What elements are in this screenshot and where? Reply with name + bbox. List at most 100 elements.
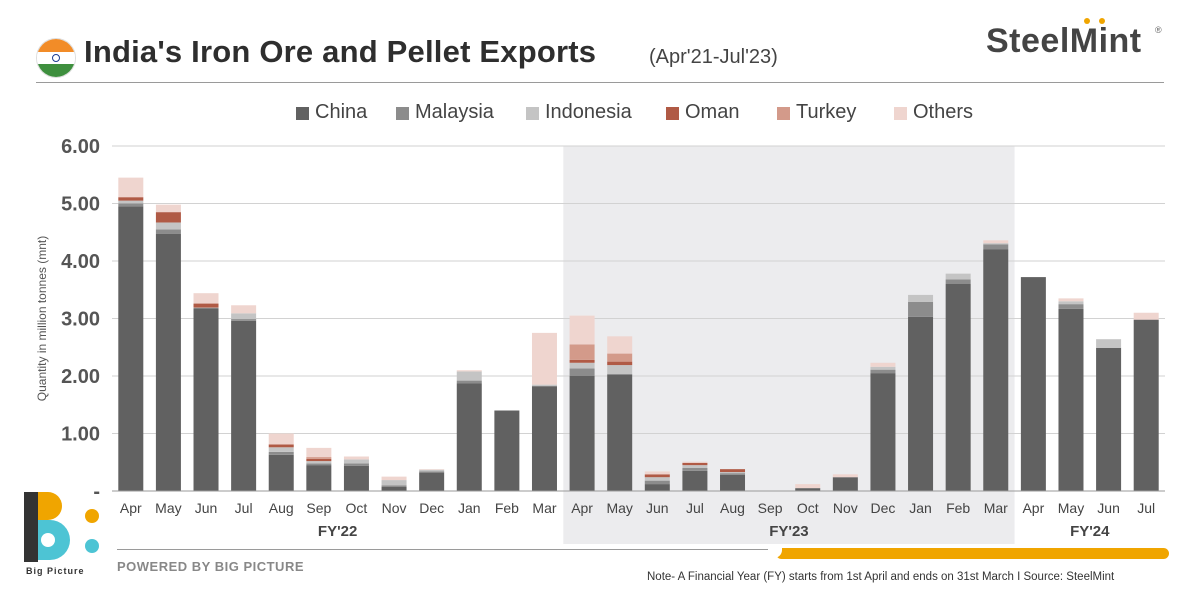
bar-segment-china bbox=[720, 474, 746, 491]
bar-segment-china bbox=[419, 472, 445, 491]
x-tick-label: Dec bbox=[870, 500, 895, 516]
bar-segment-malaysia bbox=[456, 380, 482, 384]
bar-segment-indonesia bbox=[231, 313, 257, 320]
bar-segment-china bbox=[1133, 319, 1159, 491]
bar-segment-others bbox=[1058, 298, 1084, 302]
legend-label: Oman bbox=[685, 101, 740, 123]
bar-segment-others bbox=[682, 461, 708, 463]
bar-segment-indonesia bbox=[644, 477, 670, 481]
x-tick-label: Feb bbox=[946, 500, 970, 516]
x-tick-label: Sep bbox=[758, 500, 783, 516]
bar-segment-malaysia bbox=[983, 244, 1009, 250]
x-tick-label: May bbox=[606, 500, 632, 516]
logo-dot bbox=[1099, 18, 1105, 24]
bar-segment-malaysia bbox=[268, 451, 294, 455]
bar-segment-oman bbox=[682, 462, 708, 466]
bar-segment-others bbox=[644, 471, 670, 475]
bar-segment-others bbox=[268, 433, 294, 445]
bar-segment-china bbox=[832, 477, 858, 491]
x-tick-label: Mar bbox=[984, 500, 1008, 516]
bar-segment-malaysia bbox=[381, 485, 407, 487]
bar-segment-malaysia bbox=[569, 368, 595, 376]
x-tick-label: Apr bbox=[120, 500, 142, 516]
bar-segment-malaysia bbox=[343, 463, 369, 466]
fy-shade-band bbox=[563, 146, 1015, 544]
legend-swatch bbox=[296, 107, 309, 120]
legend-label: Indonesia bbox=[545, 101, 632, 123]
bar-segment-others bbox=[193, 293, 219, 304]
bar-segment-china bbox=[306, 465, 332, 491]
legend-label: Others bbox=[913, 101, 974, 123]
x-tick-label: Dec bbox=[419, 500, 444, 516]
logo-dot bbox=[1084, 18, 1090, 24]
bar-segment-others bbox=[569, 315, 595, 345]
bar-segment-china bbox=[231, 320, 257, 491]
x-tick-label: Mar bbox=[532, 500, 556, 516]
bar-segment-indonesia bbox=[569, 362, 595, 369]
steelmint-logo: SteelMint bbox=[986, 22, 1142, 60]
bar-segment-oman bbox=[155, 212, 181, 223]
fy-group-label: FY'24 bbox=[1070, 523, 1110, 540]
bar-segment-turkey bbox=[607, 353, 633, 362]
title-divider bbox=[36, 82, 1164, 83]
bar-segment-indonesia bbox=[531, 384, 557, 386]
x-tick-label: Aug bbox=[720, 500, 745, 516]
bar-segment-oman bbox=[644, 474, 670, 478]
x-tick-label: Oct bbox=[797, 500, 819, 516]
bar-segment-turkey bbox=[569, 344, 595, 360]
bar-segment-china bbox=[343, 465, 369, 491]
bar-segment-malaysia bbox=[945, 279, 971, 284]
x-tick-label: Nov bbox=[833, 500, 858, 516]
x-tick-label: Apr bbox=[571, 500, 593, 516]
bar-segment-china bbox=[607, 374, 633, 491]
footer-divider bbox=[117, 549, 777, 550]
bar-segment-others bbox=[1133, 312, 1159, 320]
footer-accent-bar bbox=[776, 548, 1169, 559]
bar-segment-others bbox=[983, 240, 1009, 244]
bar-segment-indonesia bbox=[1058, 301, 1084, 305]
powered-by: POWERED BY BIG PICTURE bbox=[117, 559, 305, 574]
bar-segment-china bbox=[155, 233, 181, 491]
bar-segment-indonesia bbox=[306, 461, 332, 464]
bar-segment-indonesia bbox=[945, 273, 971, 280]
bar-segment-turkey bbox=[306, 457, 332, 459]
bar-segment-malaysia bbox=[155, 229, 181, 234]
bar-segment-china bbox=[118, 206, 144, 491]
bar-segment-indonesia bbox=[720, 472, 746, 474]
bar-segment-china bbox=[381, 486, 407, 491]
legend-label: Malaysia bbox=[415, 101, 494, 123]
chart-legend: China Malaysia Indonesia Oman Turkey Oth… bbox=[0, 100, 1200, 126]
bar-segment-others bbox=[832, 474, 858, 478]
bar-segment-others bbox=[419, 469, 445, 470]
bar-segment-oman bbox=[306, 458, 332, 462]
bar-segment-oman bbox=[193, 303, 219, 308]
bar-segment-malaysia bbox=[1058, 304, 1084, 309]
bar-segment-indonesia bbox=[456, 371, 482, 381]
legend-swatch bbox=[666, 107, 679, 120]
bar-segment-malaysia bbox=[419, 471, 445, 473]
bar-segment-others bbox=[118, 177, 144, 198]
bar-segment-indonesia bbox=[1096, 339, 1122, 348]
bar-segment-china bbox=[456, 383, 482, 491]
bar-segment-indonesia bbox=[983, 243, 1009, 245]
x-tick-label: Feb bbox=[495, 500, 519, 516]
bar-segment-others bbox=[795, 484, 821, 489]
bar-segment-others bbox=[870, 362, 896, 367]
x-tick-label: Aug bbox=[269, 500, 294, 516]
bar-segment-indonesia bbox=[381, 480, 407, 486]
bar-segment-indonesia bbox=[193, 307, 219, 309]
header: India's Iron Ore and Pellet Exports (Apr… bbox=[0, 0, 1200, 90]
bar-segment-oman bbox=[118, 197, 144, 201]
bar-segment-china bbox=[569, 376, 595, 491]
bar-segment-indonesia bbox=[682, 465, 708, 468]
y-tick-label: 5.00 bbox=[61, 194, 100, 216]
bar-segment-malaysia bbox=[306, 463, 332, 466]
big-picture-logo-text: Big Picture bbox=[26, 566, 85, 576]
bar-segment-china bbox=[1096, 347, 1122, 491]
bar-segment-china bbox=[644, 484, 670, 491]
bar-segment-others bbox=[607, 336, 633, 354]
bar-segment-indonesia bbox=[268, 447, 294, 452]
y-tick-label: 6.00 bbox=[61, 136, 100, 158]
bar-segment-malaysia bbox=[644, 480, 670, 485]
